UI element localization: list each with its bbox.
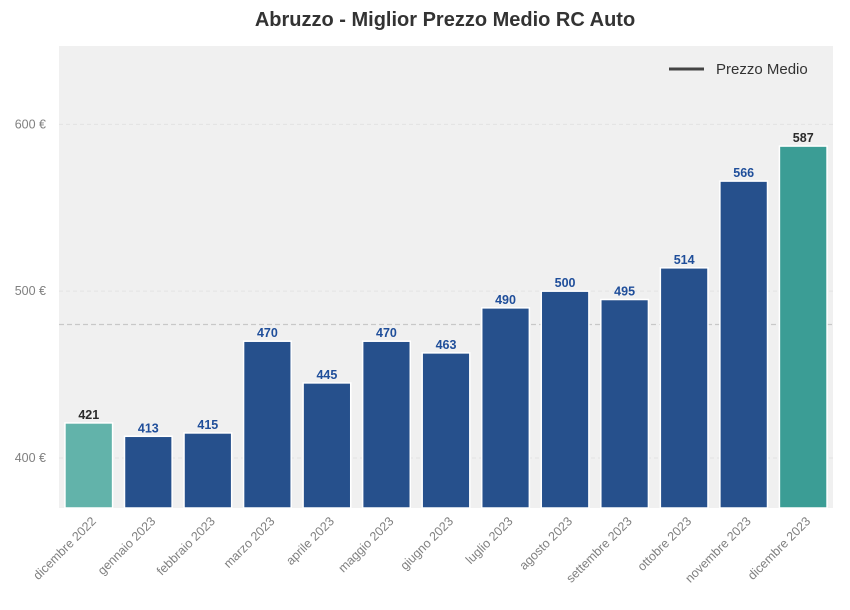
bar-value-label: 470 — [376, 326, 397, 340]
bar — [540, 290, 590, 509]
bar — [480, 307, 531, 509]
bar-value-label: 495 — [614, 285, 635, 299]
bars — [64, 145, 828, 509]
bar — [302, 382, 352, 509]
x-tick-label: febbraio 2023 — [154, 514, 218, 578]
x-tick-label: giugno 2023 — [398, 514, 457, 573]
x-tick-label: dicembre 2022 — [31, 514, 99, 582]
bar — [778, 145, 828, 509]
x-tick-label: dicembre 2023 — [745, 514, 813, 582]
bar-value-label: 587 — [793, 131, 814, 145]
y-tick-label: 500 € — [15, 284, 46, 298]
bar-value-label: 413 — [138, 421, 159, 435]
legend-label: Prezzo Medio — [716, 61, 808, 78]
bar-value-label: 490 — [495, 293, 516, 307]
x-tick-label: maggio 2023 — [336, 514, 397, 575]
bar — [719, 180, 769, 509]
bar — [123, 435, 173, 509]
bar — [421, 352, 471, 509]
bar-value-label: 445 — [316, 368, 337, 382]
bar — [600, 298, 650, 509]
bar — [361, 340, 412, 509]
bar-value-label: 500 — [555, 276, 576, 290]
bar — [64, 422, 114, 509]
x-tick-label: gennaio 2023 — [95, 514, 159, 578]
bar-value-label: 514 — [674, 253, 695, 267]
x-tick-label: agosto 2023 — [517, 514, 576, 573]
x-tick-label: aprile 2023 — [283, 514, 337, 568]
bar-value-label: 415 — [197, 418, 218, 432]
y-axis-ticks: 400 € 500 € 600 € — [15, 117, 46, 465]
x-tick-label: ottobre 2023 — [635, 514, 695, 574]
y-tick-label: 400 € — [15, 451, 46, 465]
bar — [242, 340, 292, 509]
bar-value-label: 470 — [257, 326, 278, 340]
bar — [183, 432, 233, 509]
legend: Prezzo Medio — [669, 61, 808, 78]
x-tick-label: marzo 2023 — [221, 514, 278, 571]
bar-value-label: 463 — [436, 338, 457, 352]
bar-value-labels: 421 413 415 470 445 470 463 490 500 495 514 566 587 — [78, 131, 813, 435]
bar-value-label: 566 — [733, 166, 754, 180]
bar-value-label: 421 — [78, 408, 99, 422]
bar — [659, 267, 709, 509]
x-tick-label: luglio 2023 — [463, 514, 516, 567]
y-tick-label: 600 € — [15, 117, 46, 131]
chart-title: Abruzzo - Miglior Prezzo Medio RC Auto — [255, 9, 635, 31]
